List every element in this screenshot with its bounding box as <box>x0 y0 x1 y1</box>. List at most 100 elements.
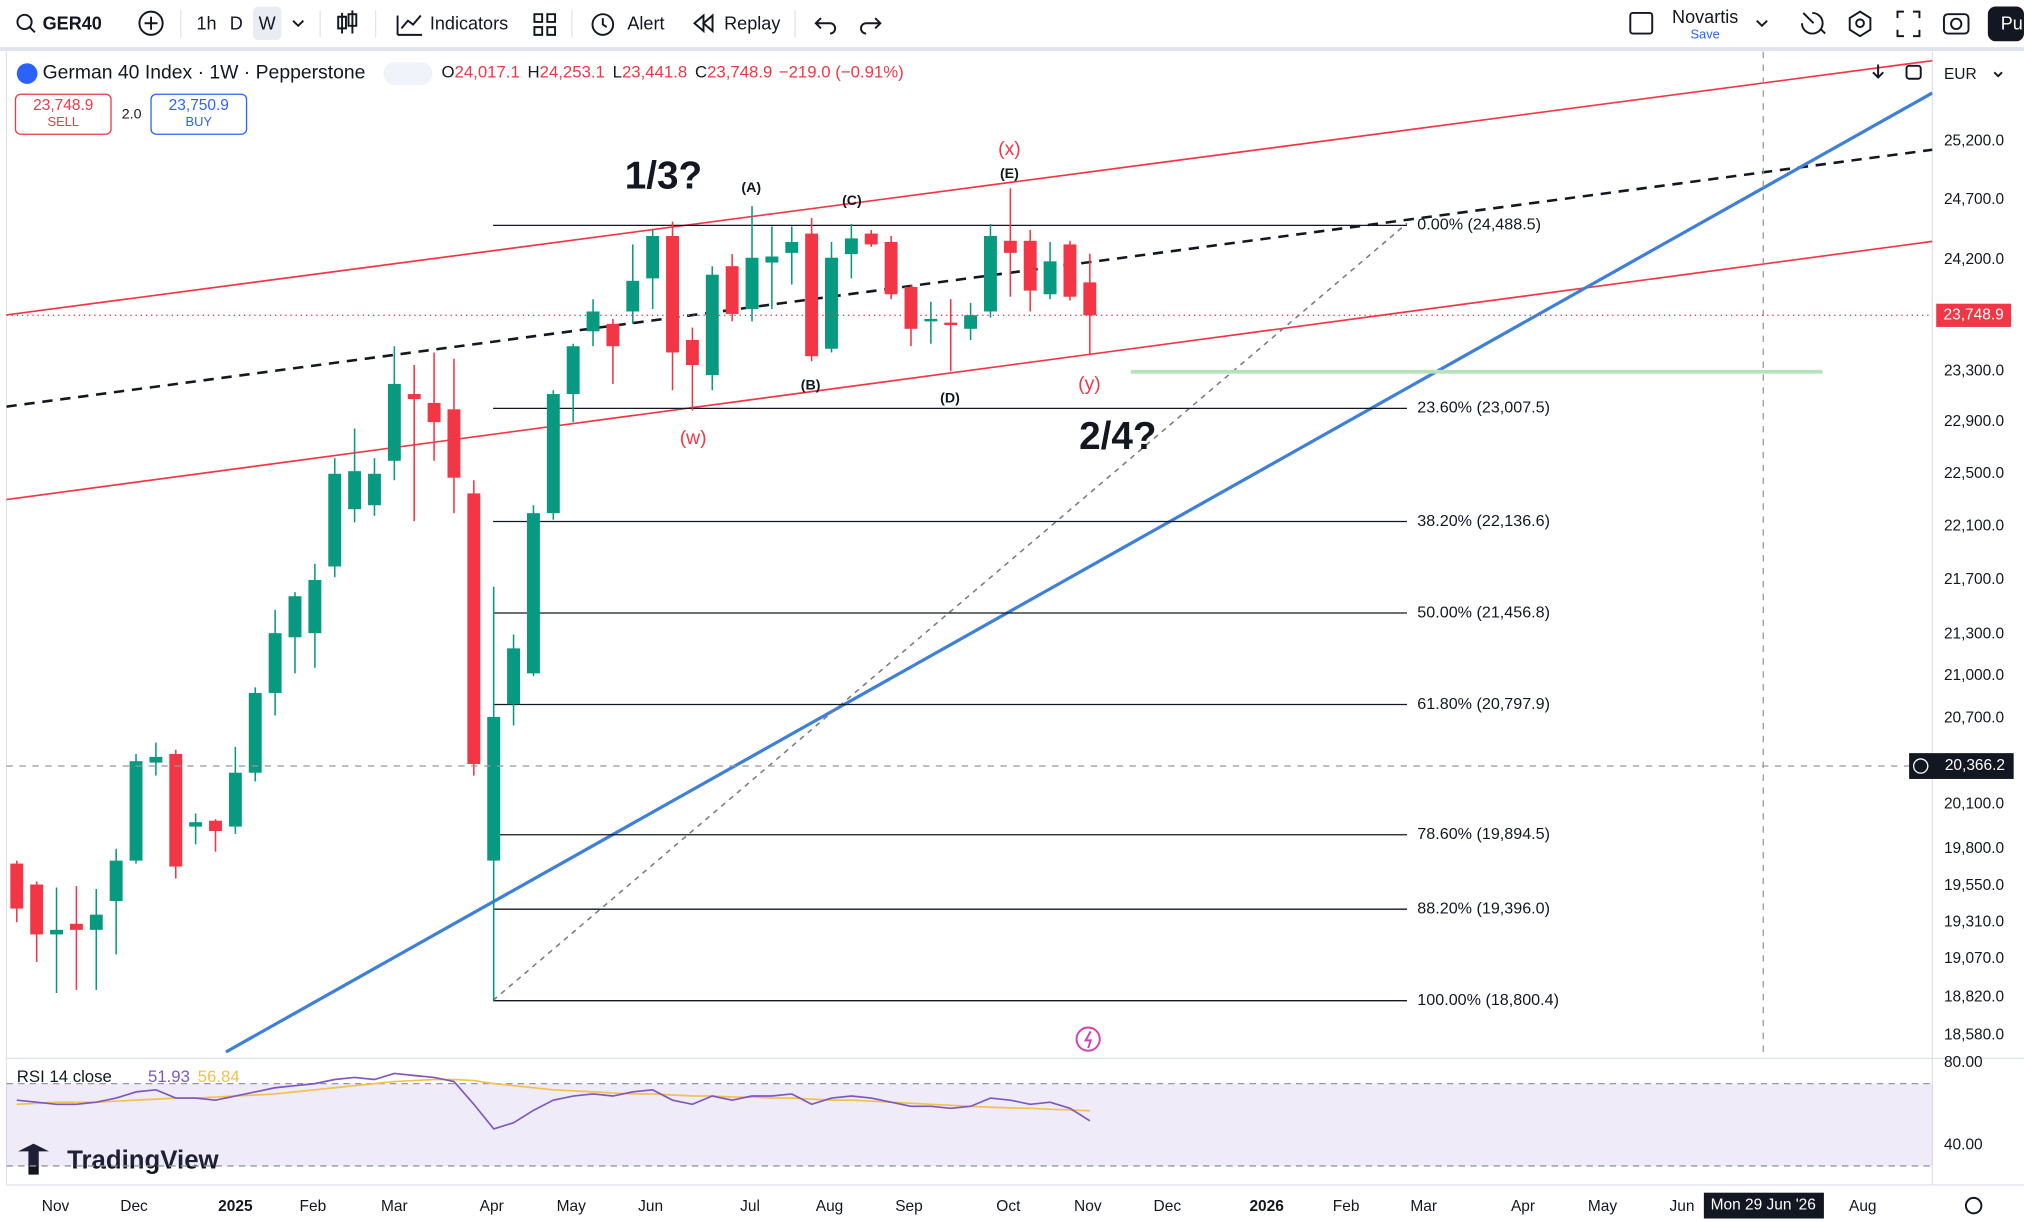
wave-label[interactable]: 2/4? <box>1079 415 1156 458</box>
settings[interactable] <box>1848 10 1872 38</box>
chart-type[interactable] <box>337 10 358 34</box>
maximize[interactable] <box>1905 64 1922 80</box>
x-tick-label: Sep <box>895 1198 923 1215</box>
candle-body <box>984 235 997 312</box>
interval[interactable]: D <box>230 13 243 33</box>
buy-label[interactable]: BUY <box>186 114 213 129</box>
sell-price[interactable]: 23,748.9 <box>33 97 93 114</box>
x-tick-label: Aug <box>816 1198 844 1215</box>
candle-body <box>149 756 163 763</box>
currency[interactable]: EUR <box>1944 66 1977 83</box>
fib-label: 23.60% (23,007.5) <box>1417 399 1550 417</box>
add-symbol[interactable] <box>138 10 164 36</box>
fib-label: 88.20% (19,396.0) <box>1417 899 1550 917</box>
y-tick-label: 23,300.0 <box>1944 362 2004 379</box>
y-tick-label: 22,100.0 <box>1944 517 2004 534</box>
quick-search[interactable] <box>1801 11 1826 35</box>
publish-label[interactable]: Pu <box>2001 13 2023 33</box>
wave-label[interactable]: (E) <box>1000 166 1019 182</box>
wave-label[interactable]: (y) <box>1078 373 1101 395</box>
x-tick-label: Apr <box>480 1198 504 1215</box>
layout-save[interactable]: Save <box>1690 26 1719 41</box>
fib-label: 78.60% (19,894.5) <box>1417 825 1550 843</box>
replay-icon[interactable] <box>692 13 714 34</box>
y-tick-label: 22,500.0 <box>1944 465 2004 482</box>
indicators-button[interactable]: Indicators <box>430 13 508 33</box>
redo[interactable] <box>860 17 882 35</box>
legend: German 40 Index · 1W · Pepperstone O24,0… <box>14 60 2013 1175</box>
candle-body <box>129 761 143 861</box>
candle-body <box>288 596 302 638</box>
candle-body <box>646 235 660 279</box>
buy-button[interactable] <box>150 93 248 135</box>
publish-button[interactable] <box>1987 6 2024 42</box>
event-icon <box>1083 1030 1093 1049</box>
layout-name[interactable]: Novartis <box>1672 7 1738 27</box>
sell-label[interactable]: SELL <box>47 114 79 129</box>
replay-button[interactable]: Replay <box>724 13 780 33</box>
x-tick-label: Oct <box>996 1198 1021 1215</box>
spread: 2.0 <box>122 107 142 123</box>
layout-menu[interactable] <box>1756 19 1768 28</box>
fullscreen[interactable] <box>1896 10 1921 38</box>
candle-body <box>348 471 362 510</box>
alert-icon <box>601 18 608 28</box>
interval-menu[interactable] <box>292 19 305 28</box>
candle-body <box>507 648 521 705</box>
candle-body <box>10 863 24 909</box>
candle-body <box>387 383 401 461</box>
wave-label[interactable]: (w) <box>680 427 707 449</box>
candle-body <box>169 753 183 867</box>
candle-body <box>626 280 640 312</box>
layout-icon[interactable] <box>1629 11 1654 35</box>
symbol-title[interactable]: German 40 Index · 1W · Pepperstone <box>43 62 366 84</box>
alert-button[interactable]: Alert <box>627 13 664 33</box>
buy-price[interactable]: 23,750.9 <box>169 97 229 114</box>
symbol[interactable]: GER40 <box>43 13 102 33</box>
legend-toggle[interactable] <box>383 61 433 86</box>
alert-icon[interactable] <box>591 13 615 36</box>
y-tick-label: 20,700.0 <box>1944 709 2004 726</box>
interval[interactable]: 1h <box>196 13 216 33</box>
wave-label[interactable]: (B) <box>801 378 821 394</box>
search-icon[interactable] <box>16 13 33 31</box>
trend-line[interactable] <box>225 91 1933 1054</box>
axis-settings[interactable] <box>1964 1196 1983 1215</box>
change: −219.0 (−0.91%) <box>779 63 904 82</box>
snapshot[interactable] <box>1942 13 1970 35</box>
wave-label[interactable]: (D) <box>940 391 960 407</box>
candle-body <box>705 274 719 376</box>
candle-body <box>765 256 779 263</box>
indicators-icon[interactable] <box>396 14 423 36</box>
x-tick-label: Jun <box>638 1198 663 1215</box>
undo[interactable] <box>814 17 837 35</box>
candle-body <box>825 257 838 349</box>
wave-label[interactable]: (A) <box>741 180 761 196</box>
candle-body <box>447 409 461 478</box>
fib-trend-line[interactable] <box>492 222 1408 1001</box>
y-tick-label: 21,000.0 <box>1944 667 2004 684</box>
x-tick-label: Mar <box>1410 1198 1437 1215</box>
currency-menu[interactable] <box>1993 71 2003 78</box>
rsi-line <box>16 1072 1091 1130</box>
wave-label[interactable]: (C) <box>842 193 862 209</box>
x-tick-label: Nov <box>42 1198 70 1215</box>
candle-body <box>50 929 63 935</box>
event-icon[interactable] <box>1075 1026 1101 1052</box>
settings <box>1855 18 1865 29</box>
x-tick-label: 2026 <box>1249 1198 1284 1215</box>
plot-area <box>6 188 1933 1002</box>
channel-lower[interactable] <box>6 240 1933 501</box>
wave-label[interactable]: (x) <box>998 138 1021 160</box>
interval[interactable]: W <box>259 13 276 33</box>
candle-body <box>89 914 103 930</box>
crosshair-price-label: 20,366.2 <box>1945 757 2005 774</box>
sell-button[interactable] <box>14 93 112 135</box>
crosshair-add <box>1912 758 1929 774</box>
templates[interactable] <box>533 13 557 36</box>
ohlc-key: C <box>695 63 707 82</box>
channel-upper[interactable] <box>6 59 1933 316</box>
candle-body <box>964 315 978 329</box>
scroll-down[interactable] <box>1872 64 1884 79</box>
wave-label[interactable]: 1/3? <box>625 154 702 197</box>
